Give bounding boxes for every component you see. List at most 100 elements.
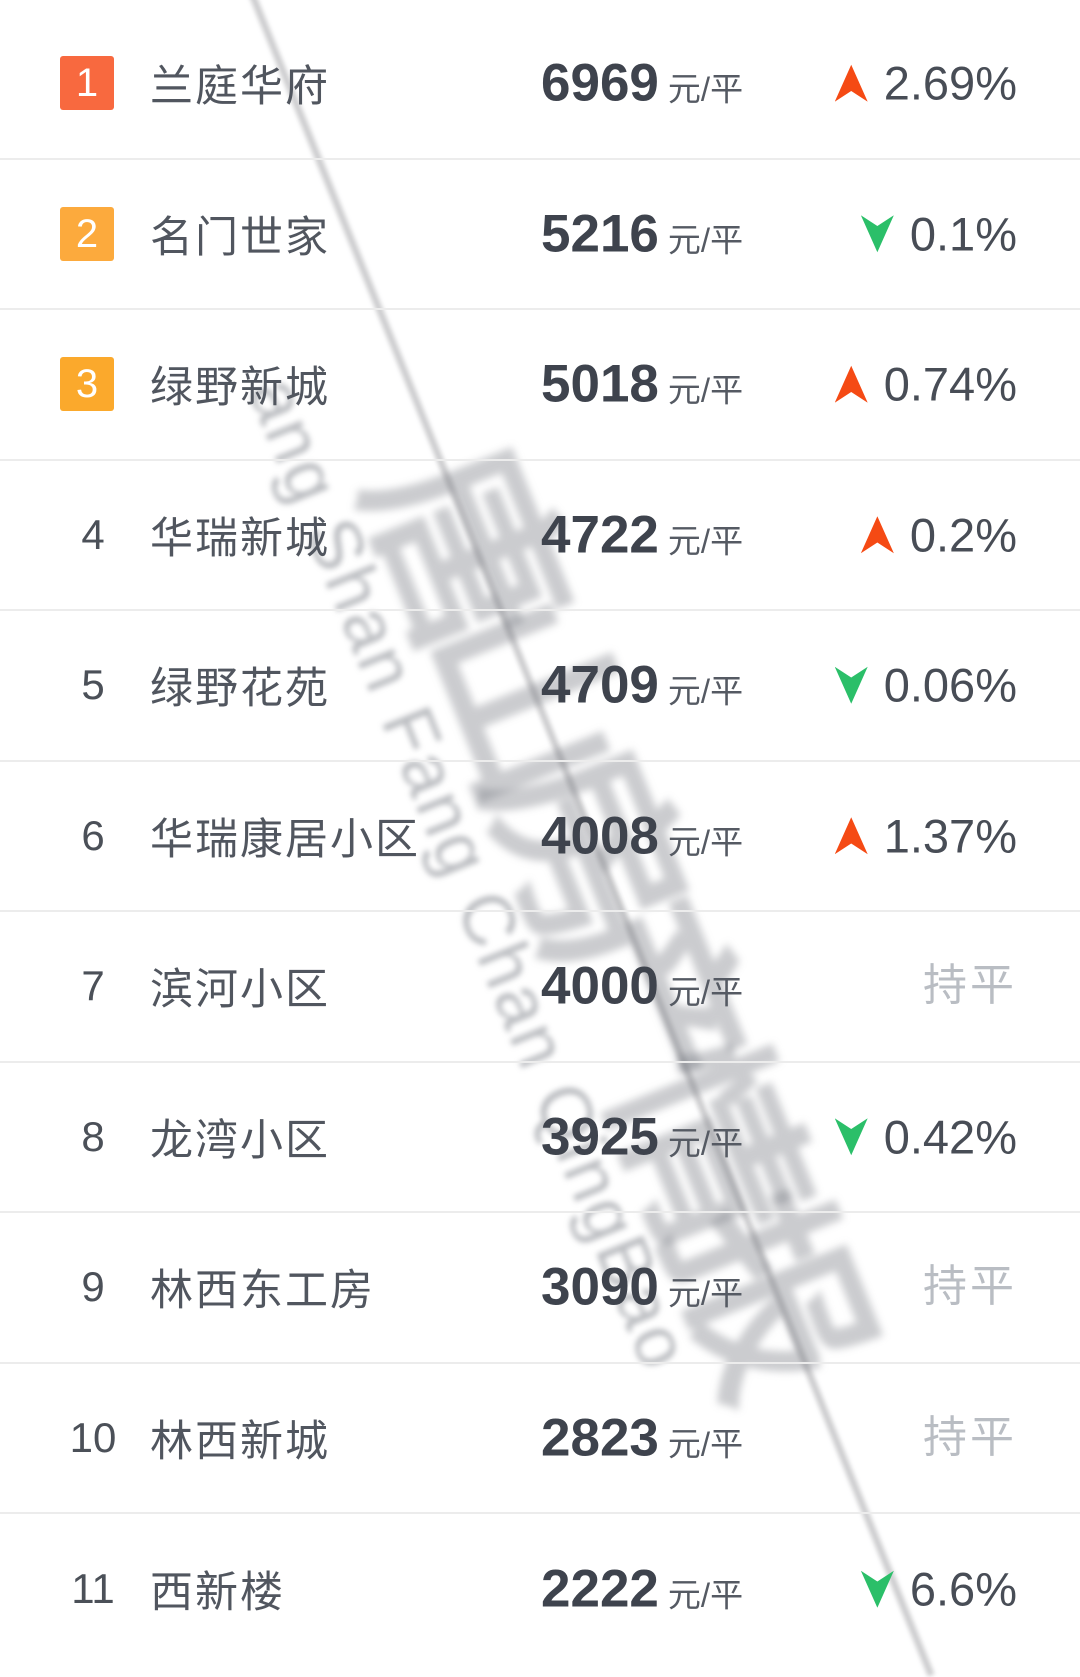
change-cell: 2.69% <box>834 56 1017 110</box>
price-value: 4008 <box>541 806 659 866</box>
price-cell: 6969 元/平 <box>541 57 743 110</box>
price-cell: 2823 元/平 <box>541 1411 743 1464</box>
price-value: 5018 <box>541 354 659 414</box>
list-item[interactable]: 6 华瑞康居小区 4008 元/平 1.37% <box>0 762 1080 912</box>
price-value: 6969 <box>541 53 659 113</box>
price-unit: 元/平 <box>667 1425 744 1463</box>
down-arrow-icon <box>860 1570 894 1608</box>
list-item[interactable]: 11 西新楼 2222 元/平 6.6% <box>0 1514 1080 1665</box>
price-cell: 4008 元/平 <box>541 809 743 862</box>
down-arrow-icon <box>834 666 868 704</box>
down-arrow-icon <box>860 215 894 253</box>
change-percent: 0.1% <box>909 207 1017 261</box>
price-cell: 4000 元/平 <box>541 960 743 1013</box>
price-cell: 4722 元/平 <box>541 508 743 561</box>
rank-cell: 11 <box>58 1568 128 1610</box>
price-cell: 5018 元/平 <box>541 358 743 411</box>
community-name: 名门世家 <box>150 213 330 262</box>
community-name: 兰庭华府 <box>150 63 330 112</box>
rank-number: 7 <box>81 962 105 1010</box>
rank-badge: 2 <box>60 206 114 261</box>
change-percent: 0.74% <box>883 357 1017 411</box>
up-arrow-icon <box>834 365 868 403</box>
community-name: 西新楼 <box>150 1569 285 1618</box>
change-percent: 持平 <box>923 961 1017 1011</box>
rank-badge: 1 <box>60 56 114 111</box>
change-percent: 0.42% <box>883 1110 1017 1164</box>
change-cell: 持平 <box>923 964 1017 1008</box>
up-arrow-icon <box>860 516 894 554</box>
price-cell: 2222 元/平 <box>541 1563 743 1616</box>
list-item[interactable]: 4 华瑞新城 4722 元/平 0.2% <box>0 461 1080 611</box>
rank-cell: 4 <box>58 510 128 558</box>
list-item[interactable]: 9 林西东工房 3090 元/平 持平 <box>0 1213 1080 1364</box>
rank-cell: 2 <box>58 206 128 261</box>
rank-number: 10 <box>69 1413 117 1461</box>
change-percent: 2.69% <box>883 56 1017 110</box>
rank-number: 6 <box>81 811 105 859</box>
community-name: 华瑞新城 <box>150 514 330 563</box>
change-cell: 0.42% <box>834 1110 1017 1164</box>
rank-cell: 8 <box>58 1112 128 1160</box>
list-item[interactable]: 5 绿野花苑 4709 元/平 0.06% <box>0 611 1080 762</box>
rank-cell: 10 <box>58 1413 128 1461</box>
community-name: 林西东工房 <box>150 1267 375 1316</box>
rank-cell: 9 <box>58 1266 128 1308</box>
price-value: 5216 <box>541 204 659 264</box>
price-cell: 3090 元/平 <box>541 1261 743 1314</box>
price-unit: 元/平 <box>667 522 744 560</box>
rank-cell: 7 <box>58 965 128 1007</box>
price-unit: 元/平 <box>667 371 744 409</box>
community-name: 绿野花苑 <box>150 665 330 714</box>
price-unit: 元/平 <box>667 70 744 108</box>
price-value: 3925 <box>541 1107 659 1167</box>
list-item[interactable]: 1 兰庭华府 6969 元/平 2.69% <box>0 9 1080 160</box>
price-unit: 元/平 <box>667 221 744 259</box>
change-percent: 0.2% <box>909 508 1017 562</box>
price-value: 4709 <box>541 655 659 715</box>
rank-number: 8 <box>81 1112 105 1160</box>
rank-badge: 3 <box>60 357 114 412</box>
list-item[interactable]: 2 名门世家 5216 元/平 0.1% <box>0 160 1080 310</box>
price-unit: 元/平 <box>667 1124 744 1162</box>
rank-cell: 5 <box>58 664 128 706</box>
change-cell: 0.06% <box>834 658 1017 712</box>
price-value: 4000 <box>541 956 659 1016</box>
change-cell: 0.2% <box>860 508 1017 562</box>
rank-number: 4 <box>81 510 105 558</box>
list-item[interactable]: 7 滨河小区 4000 元/平 持平 <box>0 912 1080 1063</box>
rank-cell: 6 <box>58 811 128 859</box>
community-name: 滨河小区 <box>150 966 330 1015</box>
rank-number: 5 <box>81 661 105 709</box>
change-cell: 0.1% <box>860 207 1017 261</box>
change-percent: 0.06% <box>883 658 1017 712</box>
price-unit: 元/平 <box>667 672 744 710</box>
list-item[interactable]: 10 林西新城 2823 元/平 持平 <box>0 1364 1080 1514</box>
list-item[interactable]: 3 绿野新城 5018 元/平 0.74% <box>0 310 1080 461</box>
rank-cell: 3 <box>58 357 128 412</box>
change-cell: 1.37% <box>834 809 1017 863</box>
rank-number: 11 <box>71 1565 115 1613</box>
change-cell: 持平 <box>923 1412 1017 1462</box>
community-name: 绿野新城 <box>150 364 330 413</box>
price-value: 2222 <box>541 1559 659 1619</box>
price-cell: 4709 元/平 <box>541 659 743 712</box>
change-percent: 1.37% <box>883 809 1017 863</box>
price-cell: 3925 元/平 <box>541 1110 743 1163</box>
up-arrow-icon <box>834 64 868 102</box>
rank-number: 9 <box>81 1263 105 1311</box>
change-percent: 持平 <box>923 1412 1017 1462</box>
change-percent: 持平 <box>923 1262 1017 1312</box>
rank-cell: 1 <box>58 56 128 111</box>
price-value: 4722 <box>541 505 659 565</box>
price-value: 3090 <box>541 1257 659 1317</box>
community-name: 华瑞康居小区 <box>150 815 420 864</box>
community-name: 林西新城 <box>150 1417 330 1466</box>
change-cell: 持平 <box>923 1265 1017 1309</box>
price-value: 2823 <box>541 1408 659 1468</box>
price-unit: 元/平 <box>667 1274 744 1312</box>
list-item[interactable]: 8 龙湾小区 3925 元/平 0.42% <box>0 1063 1080 1213</box>
up-arrow-icon <box>834 817 868 855</box>
down-arrow-icon <box>834 1118 868 1156</box>
